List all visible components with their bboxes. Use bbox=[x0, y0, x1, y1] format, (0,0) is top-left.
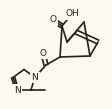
Text: N: N bbox=[14, 86, 21, 95]
Text: OH: OH bbox=[65, 9, 79, 19]
Text: O: O bbox=[50, 15, 56, 25]
Text: N: N bbox=[32, 73, 38, 82]
Text: O: O bbox=[40, 49, 46, 58]
